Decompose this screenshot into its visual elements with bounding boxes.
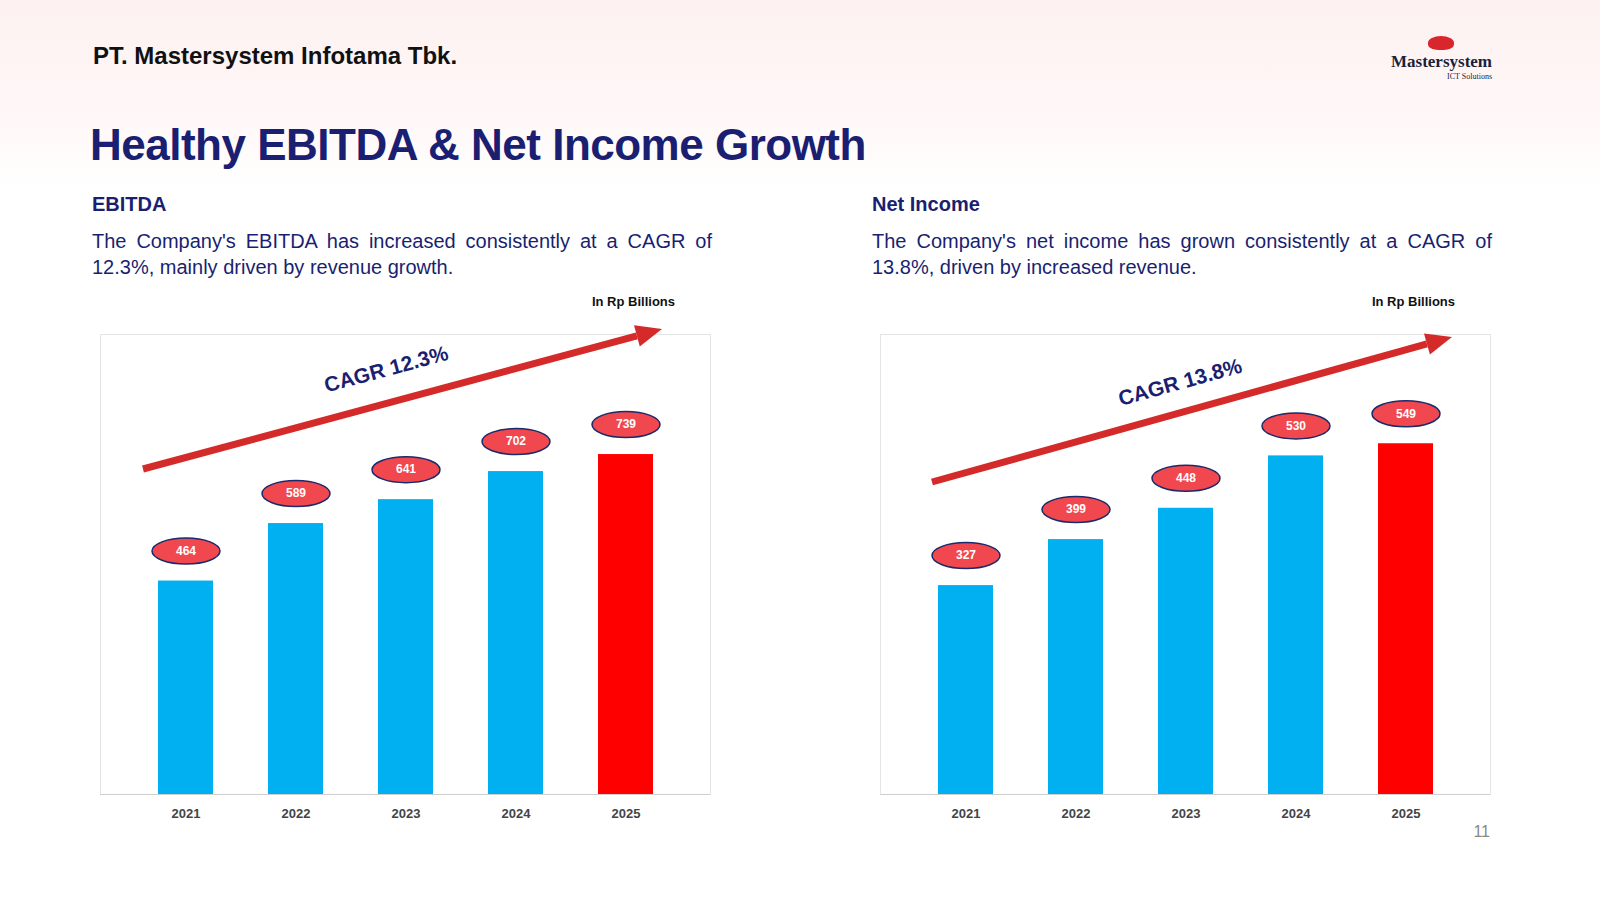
svg-text:589: 589 — [286, 486, 306, 500]
html-text:EBITDA: EBITDA — [92, 193, 167, 215]
html-text:In Rp Billions: In Rp Billions — [591, 294, 675, 309]
html-text:The Company's net income has g: The Company's net income has grown consi… — [872, 230, 1492, 278]
html-text:Net Income: Net Income — [872, 193, 980, 215]
html-text:11: 11 — [1473, 823, 1490, 840]
svg-text:CAGR 12.3%: CAGR 12.3% — [322, 341, 451, 396]
svg-text:2021: 2021 — [172, 806, 201, 821]
svg-text:2021: 2021 — [952, 806, 981, 821]
html-text:In Rp Billions: In Rp Billions — [1371, 294, 1455, 309]
svg-text:2025: 2025 — [1392, 806, 1421, 821]
svg-text:530: 530 — [1286, 419, 1306, 433]
html-text:Healthy EBITDA & Net Income Gr: Healthy EBITDA & Net Income Growth — [90, 120, 866, 169]
svg-text:739: 739 — [616, 417, 636, 431]
svg-text:464: 464 — [176, 544, 196, 558]
svg-text:2022: 2022 — [282, 806, 311, 821]
html-text:PT. Mastersystem Infotama Tbk.: PT. Mastersystem Infotama Tbk. — [93, 42, 458, 69]
svg-text:702: 702 — [506, 434, 526, 448]
svg-text:2025: 2025 — [612, 806, 641, 821]
svg-text:399: 399 — [1066, 502, 1086, 516]
html-text:The Company's EBITDA has incre: The Company's EBITDA has increased consi… — [92, 230, 712, 278]
svg-text:CAGR 13.8%: CAGR 13.8% — [1116, 354, 1245, 410]
svg-text:448: 448 — [1176, 471, 1196, 485]
svg-text:641: 641 — [396, 462, 416, 476]
html-text:ICT Solutions: ICT Solutions — [1447, 72, 1492, 81]
svg-text:2023: 2023 — [392, 806, 421, 821]
html-text:Mastersystem: Mastersystem — [1391, 52, 1492, 71]
svg-text:2024: 2024 — [1282, 806, 1312, 821]
svg-text:2022: 2022 — [1062, 806, 1091, 821]
svg-text:2024: 2024 — [502, 806, 532, 821]
svg-text:549: 549 — [1396, 407, 1416, 421]
svg-text:2023: 2023 — [1172, 806, 1201, 821]
svg-text:327: 327 — [956, 548, 976, 562]
